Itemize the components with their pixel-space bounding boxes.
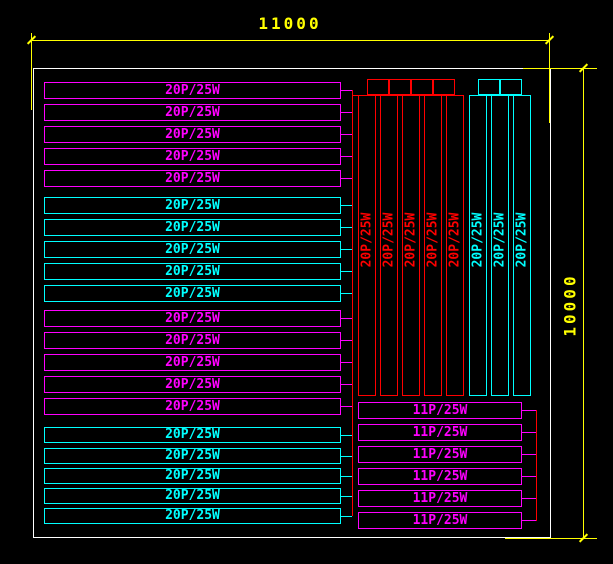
header-box xyxy=(389,79,411,95)
fixture-bar-vertical-label: 20P/25W xyxy=(514,212,530,268)
fixture-bar-vertical-label: 20P/25W xyxy=(470,212,486,268)
drawing-border xyxy=(33,68,551,538)
fixture-bar: 20P/25W xyxy=(44,376,341,393)
fixture-bar: 20P/25W xyxy=(44,197,341,214)
fixture-bar: 20P/25W xyxy=(44,508,341,524)
fixture-bar: 20P/25W xyxy=(44,398,341,415)
supply-bus-line xyxy=(352,90,353,516)
connector-stub xyxy=(522,520,536,521)
dimension-extension-line xyxy=(505,538,597,539)
connector-stub xyxy=(341,112,352,113)
header-box xyxy=(433,79,455,95)
fixture-bar: 20P/25W xyxy=(44,427,341,443)
connector-stub xyxy=(341,516,352,517)
fixture-bar-vertical-label: 20P/25W xyxy=(359,212,375,268)
connector-stub xyxy=(341,384,352,385)
fixture-bar: 20P/25W xyxy=(44,263,341,280)
fixture-bar: 20P/25W xyxy=(44,104,341,121)
dimension-line-top xyxy=(31,40,549,41)
connector-stub xyxy=(341,293,352,294)
connector-stub xyxy=(522,454,536,455)
connector-stub xyxy=(341,496,352,497)
fixture-bar-vertical-label: 20P/25W xyxy=(425,212,441,268)
connector-stub xyxy=(341,134,352,135)
fixture-bar-vertical xyxy=(469,95,487,396)
header-box xyxy=(478,79,500,95)
connector-stub xyxy=(341,90,352,91)
connector-stub xyxy=(522,432,536,433)
connector-stub xyxy=(522,410,536,411)
connector-stub xyxy=(341,178,352,179)
fixture-bar: 11P/25W xyxy=(358,468,522,485)
fixture-bar-vertical-label: 20P/25W xyxy=(447,212,463,268)
fixture-bar-vertical xyxy=(424,95,442,396)
fixture-bar: 20P/25W xyxy=(44,241,341,258)
fixture-bar-vertical xyxy=(491,95,509,396)
connector-stub xyxy=(522,476,536,477)
fixture-bar-vertical xyxy=(446,95,464,396)
fixture-bar: 20P/25W xyxy=(44,126,341,143)
connector-stub xyxy=(341,271,352,272)
fixture-bar-vertical xyxy=(402,95,420,396)
header-box xyxy=(367,79,389,95)
fixture-bar: 20P/25W xyxy=(44,448,341,464)
dimension-line-right xyxy=(583,68,584,538)
supply-bus-line xyxy=(536,410,537,521)
connector-stub xyxy=(522,498,536,499)
fixture-bar: 20P/25W xyxy=(44,488,341,504)
connector-stub xyxy=(341,205,352,206)
fixture-bar-vertical xyxy=(513,95,531,396)
connector-stub xyxy=(341,318,352,319)
fixture-bar: 20P/25W xyxy=(44,219,341,236)
connector-stub xyxy=(341,340,352,341)
dimension-extension-line xyxy=(523,68,597,69)
connector-stub xyxy=(341,227,352,228)
fixture-bar: 20P/25W xyxy=(44,285,341,302)
fixture-bar: 11P/25W xyxy=(358,490,522,507)
fixture-bar-vertical-label: 20P/25W xyxy=(381,212,397,268)
fixture-bar: 20P/25W xyxy=(44,170,341,187)
fixture-bar: 11P/25W xyxy=(358,512,522,529)
fixture-bar-vertical xyxy=(380,95,398,396)
fixture-bar: 20P/25W xyxy=(44,148,341,165)
fixture-bar-vertical xyxy=(358,95,376,396)
fixture-bar-vertical-label: 20P/25W xyxy=(492,212,508,268)
header-box xyxy=(500,79,522,95)
fixture-bar-vertical-label: 20P/25W xyxy=(403,212,419,268)
dimension-extension-line xyxy=(549,33,550,123)
connector-stub xyxy=(341,456,352,457)
dimension-label-width: 11000 xyxy=(258,14,322,33)
fixture-bar: 20P/25W xyxy=(44,354,341,371)
connector-stub xyxy=(341,406,352,407)
fixture-bar: 20P/25W xyxy=(44,468,341,484)
fixture-bar: 11P/25W xyxy=(358,424,522,441)
fixture-bar: 20P/25W xyxy=(44,310,341,327)
connector-stub xyxy=(341,362,352,363)
connector-stub xyxy=(341,156,352,157)
connector-stub xyxy=(341,435,352,436)
connector-stub xyxy=(341,249,352,250)
dimension-extension-line xyxy=(31,33,32,110)
fixture-bar: 20P/25W xyxy=(44,82,341,99)
dimension-label-height: 10000 xyxy=(560,273,580,337)
fixture-bar: 11P/25W xyxy=(358,402,522,419)
fixture-bar: 11P/25W xyxy=(358,446,522,463)
header-box xyxy=(411,79,433,95)
fixture-bar: 20P/25W xyxy=(44,332,341,349)
connector-stub xyxy=(341,476,352,477)
